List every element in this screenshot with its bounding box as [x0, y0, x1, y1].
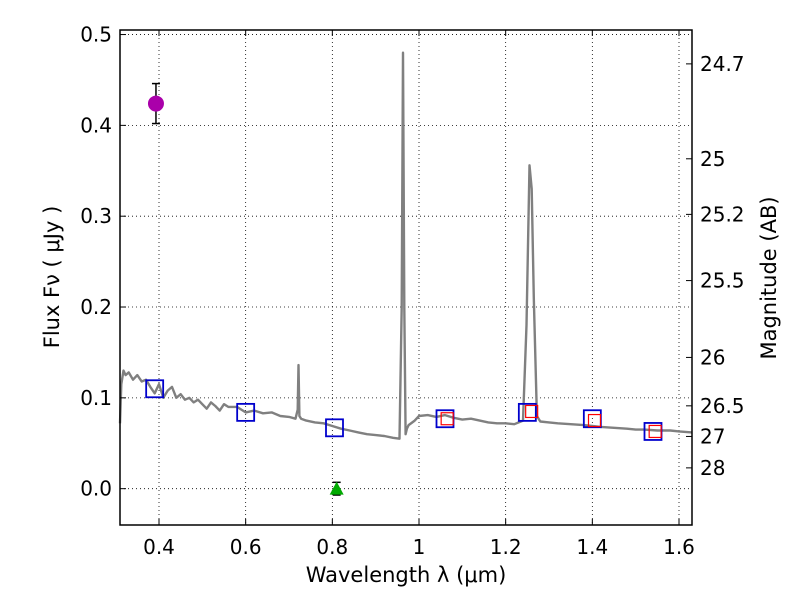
series-sed-model [118, 51, 693, 440]
x-tick-label: 1.6 [663, 535, 695, 559]
y-tick-label: 0.5 [80, 23, 112, 47]
x-tick-label: 0.8 [316, 535, 348, 559]
photometry-marker [517, 402, 537, 422]
y-axis-ticks: 0.0 0.1 0.2 0.3 0.4 0.5 [80, 23, 126, 501]
photometry-marker [648, 424, 662, 439]
x-axis-ticks: 0.4 0.6 0.8 1 1.2 1.4 1.6 [143, 30, 695, 559]
y2-tick-label: 25 [700, 147, 725, 171]
y2-axis-label: Magnitude (AB) [757, 196, 781, 359]
series-observed-photometry [440, 404, 662, 439]
photometry-marker [325, 418, 344, 438]
photometry-marker [145, 379, 165, 399]
sed-line [118, 51, 693, 440]
y2-tick-label: 25.2 [700, 202, 745, 226]
y2-axis-ticks: 24.7 25 25.2 25.5 26 26.5 27 28 [686, 52, 745, 480]
photometry-marker [440, 412, 454, 426]
photometry-marker [587, 413, 602, 428]
y-tick-label: 0.4 [80, 113, 112, 137]
x-tick-label: 1 [413, 535, 426, 559]
y2-tick-label: 25.5 [700, 269, 745, 293]
x-tick-label: 0.6 [230, 535, 262, 559]
y-tick-label: 0.3 [80, 204, 112, 228]
grid [120, 30, 692, 525]
y2-tick-label: 26 [700, 345, 725, 369]
y2-tick-label: 26.5 [700, 394, 745, 418]
y2-tick-label: 24.7 [700, 52, 745, 76]
detection-marker [147, 95, 164, 112]
y2-tick-label: 28 [700, 456, 725, 480]
series-detection [147, 82, 164, 125]
x-tick-label: 0.4 [143, 535, 175, 559]
upper-limit-marker [329, 481, 344, 495]
x-axis-label: Wavelength λ (μm) [306, 563, 507, 587]
y-tick-label: 0.2 [80, 295, 112, 319]
series-upper-limit [329, 481, 344, 496]
plot-frame [119, 29, 693, 526]
y-axis-label: Flux Fν ( μJy ) [40, 206, 64, 349]
y2-tick-label: 27 [700, 424, 725, 448]
y-tick-label: 0.0 [80, 477, 112, 501]
y-tick-label: 0.1 [80, 386, 112, 410]
x-tick-label: 1.4 [576, 535, 608, 559]
photometry-marker [525, 404, 539, 419]
photometry-marker [236, 402, 256, 422]
x-tick-label: 1.2 [490, 535, 522, 559]
series-layer [118, 51, 693, 496]
